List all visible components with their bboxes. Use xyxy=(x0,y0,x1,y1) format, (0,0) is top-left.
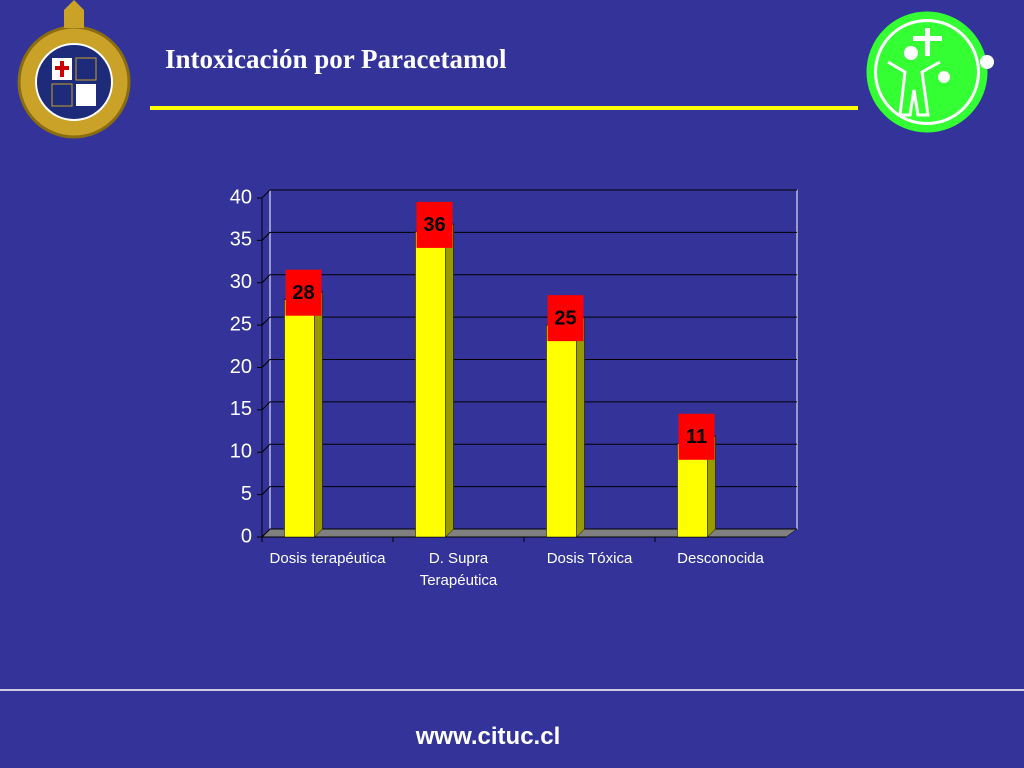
y-tick-label: 15 xyxy=(230,398,252,420)
bar-side xyxy=(576,316,585,538)
grid-line xyxy=(261,486,797,495)
value-label-box xyxy=(416,201,453,248)
grid-line xyxy=(261,359,797,368)
value-label-box xyxy=(547,295,584,342)
value-label: 36 xyxy=(423,214,445,236)
value-label: 25 xyxy=(554,307,576,329)
y-tick-label: 0 xyxy=(241,525,252,547)
bar-side xyxy=(314,291,323,538)
y-tick-label: 40 xyxy=(230,186,252,208)
x-tick-label: Dosis Tóxica xyxy=(546,550,633,567)
bar xyxy=(284,299,315,538)
grid-line xyxy=(261,316,797,326)
x-tick-label: D. Supra Terapéutica xyxy=(419,550,498,589)
x-tick-label: Dosis terapéutica xyxy=(269,550,386,567)
slide-title: Intoxicación por Paracetamol xyxy=(165,44,507,74)
grid-line xyxy=(261,231,797,241)
footer-url: www.cituc.cl xyxy=(415,723,560,750)
y-tick-label: 30 xyxy=(230,271,252,293)
grid-line xyxy=(261,189,797,199)
value-label: 28 xyxy=(292,282,314,304)
grid-line xyxy=(261,528,797,538)
university-logo xyxy=(17,0,131,139)
y-tick-label: 35 xyxy=(230,229,252,251)
grid-line xyxy=(261,274,797,284)
y-tick-label: 20 xyxy=(230,356,252,378)
grid-line xyxy=(261,443,797,453)
floor xyxy=(261,528,798,538)
y-tick-label: 10 xyxy=(230,441,252,463)
value-label-box xyxy=(678,413,715,460)
cituc-logo xyxy=(866,11,994,133)
y-tick-label: 5 xyxy=(241,483,252,505)
bar xyxy=(546,324,577,538)
grid-line xyxy=(261,401,797,411)
bar-side xyxy=(445,223,454,538)
x-tick-label: Desconocida xyxy=(677,550,764,567)
bar xyxy=(415,231,446,538)
value-label-box xyxy=(285,269,322,316)
y-tick-label: 25 xyxy=(230,313,252,335)
value-label: 11 xyxy=(686,426,707,448)
title-underline xyxy=(150,106,858,110)
